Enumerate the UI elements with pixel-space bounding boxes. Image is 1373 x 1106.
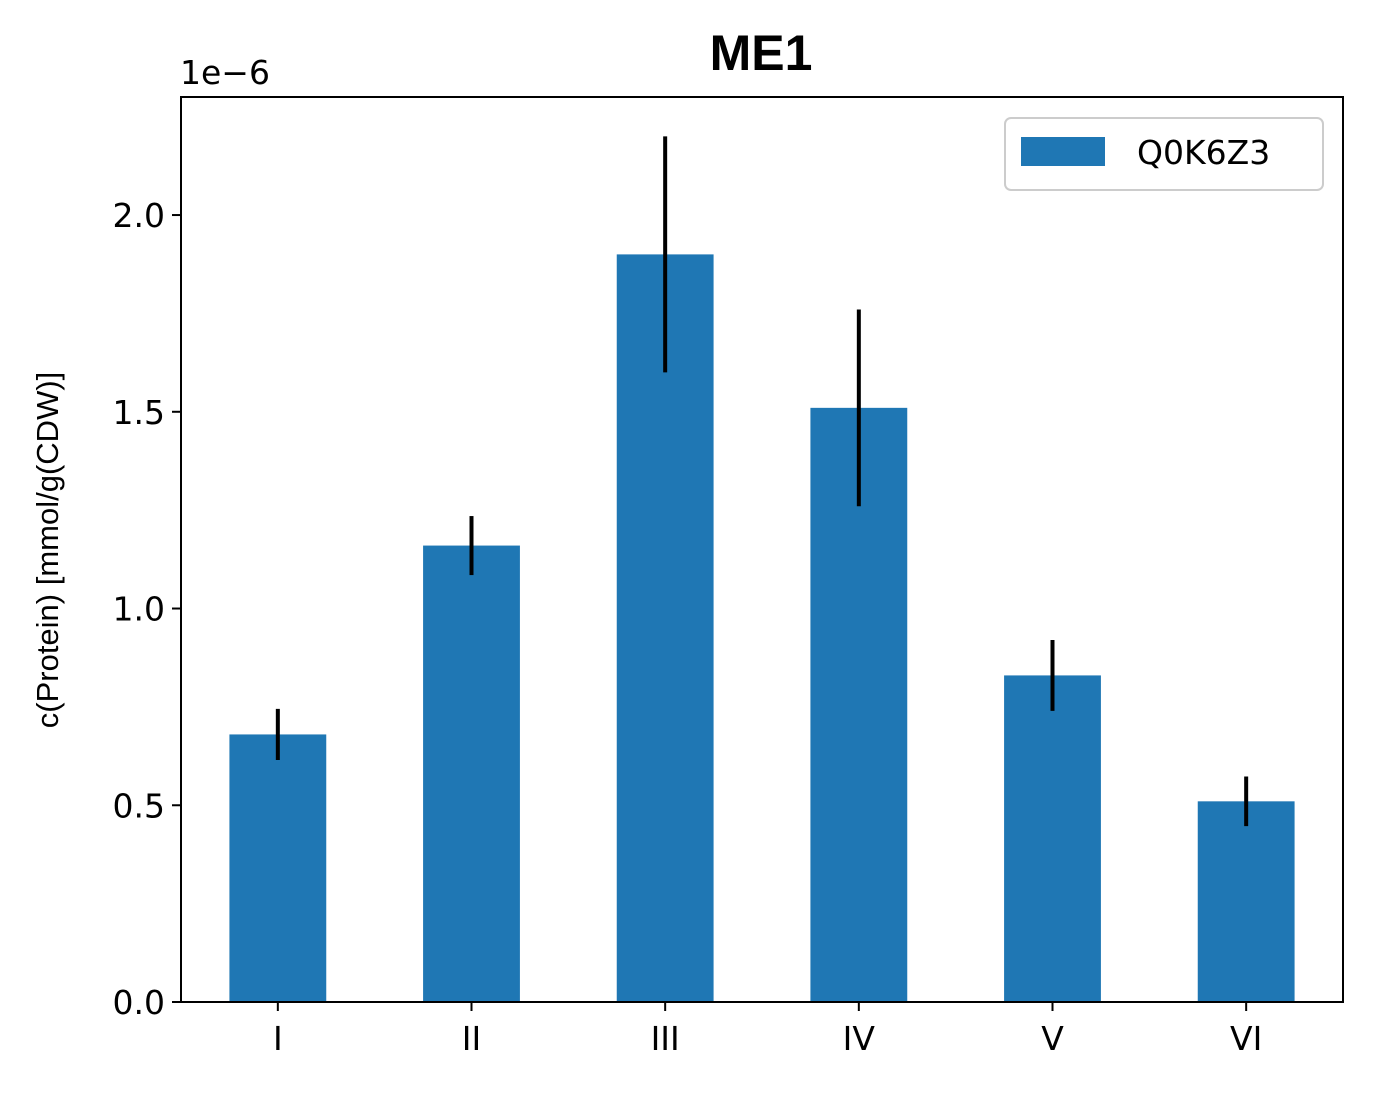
y-axis-offset-text: 1e−6	[180, 53, 270, 92]
legend-box	[1004, 117, 1324, 191]
ticks-layer: I II III IV V VI0.00.51.01.52.0	[113, 196, 1263, 1058]
y-tick-label: 1.0	[113, 590, 165, 629]
x-tick-label: V	[1041, 1019, 1064, 1058]
y-tick-label: 0.0	[113, 983, 165, 1022]
bar-III	[616, 254, 714, 1003]
legend-label: Q0K6Z3	[1137, 133, 1270, 172]
bar-V	[1004, 675, 1101, 1002]
plot-frame	[180, 96, 1344, 1003]
bar-IV	[810, 407, 908, 1002]
x-tick-label: II	[462, 1019, 481, 1058]
bar-VI	[1197, 801, 1295, 1002]
axes-layer	[180, 96, 1344, 1003]
error-bars-layer	[275, 136, 1249, 827]
x-tick-label: III	[651, 1019, 680, 1058]
bars-layer	[229, 254, 1295, 1003]
bar-I	[229, 734, 327, 1002]
x-tick-label: VI	[1230, 1019, 1262, 1058]
y-tick-label: 0.5	[113, 786, 165, 825]
y-tick-label: 1.5	[113, 393, 165, 432]
legend-swatch	[1021, 137, 1105, 166]
y-axis-label: c(Protein) [mmol/g(CDW)]	[30, 372, 65, 729]
x-tick-label: IV	[843, 1019, 876, 1058]
bar-II	[423, 545, 520, 1002]
chart-title: ME1	[710, 25, 813, 81]
legend: Q0K6Z3	[1004, 117, 1324, 191]
y-tick-label: 2.0	[113, 196, 165, 235]
x-tick-label: I	[273, 1019, 283, 1058]
